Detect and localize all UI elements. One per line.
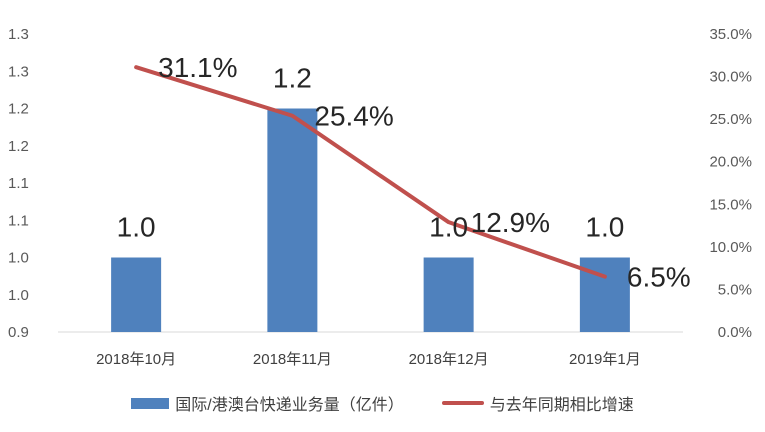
legend-line-label: 与去年同期相比增速 bbox=[489, 397, 634, 414]
bar-data-label: 1.0 bbox=[585, 212, 624, 243]
x-axis-ticks: 2018年10月 2018年11月 2018年12月 2019年1月 bbox=[96, 351, 641, 368]
left-tick-label: 1.3 bbox=[8, 26, 29, 43]
left-axis-ticks: 0.9 1.0 1.0 1.1 1.1 1.2 1.2 1.3 1.3 bbox=[8, 26, 29, 341]
bar-data-label: 1.0 bbox=[429, 212, 468, 243]
left-tick-label: 1.2 bbox=[8, 101, 29, 118]
line-data-labels: 31.1% 25.4% 12.9% 6.5% bbox=[158, 52, 691, 292]
legend-line-swatch bbox=[441, 401, 484, 405]
left-tick-label: 1.1 bbox=[8, 212, 29, 229]
left-tick-label: 1.0 bbox=[8, 250, 29, 267]
right-tick-label: 5.0% bbox=[718, 281, 752, 298]
x-tick-label: 2018年10月 bbox=[96, 351, 176, 368]
growth-line bbox=[134, 65, 607, 279]
line-series bbox=[134, 65, 607, 279]
left-tick-label: 1.1 bbox=[8, 175, 29, 192]
legend-bar-swatch bbox=[131, 397, 170, 409]
legend-item-bar[interactable]: 国际/港澳台快递业务量（亿件） bbox=[131, 391, 404, 415]
x-tick-label: 2018年12月 bbox=[409, 351, 489, 368]
left-tick-label: 1.2 bbox=[8, 138, 29, 155]
bar bbox=[423, 257, 474, 332]
right-tick-label: 30.0% bbox=[709, 69, 752, 86]
bar-series bbox=[111, 108, 630, 332]
right-tick-label: 20.0% bbox=[709, 154, 752, 171]
left-tick-label: 0.9 bbox=[8, 324, 29, 341]
right-tick-label: 10.0% bbox=[709, 239, 752, 256]
legend-item-line[interactable]: 与去年同期相比增速 bbox=[441, 391, 634, 415]
x-tick-label: 2019年1月 bbox=[569, 351, 641, 368]
line-data-label: 12.9% bbox=[471, 207, 550, 238]
right-tick-label: 35.0% bbox=[709, 26, 752, 43]
left-tick-label: 1.0 bbox=[8, 287, 29, 304]
right-tick-label: 15.0% bbox=[709, 196, 752, 213]
right-tick-label: 0.0% bbox=[718, 324, 752, 341]
line-data-label: 25.4% bbox=[314, 101, 393, 132]
legend: 国际/港澳台快递业务量（亿件） 与去年同期相比增速 bbox=[0, 388, 765, 418]
bar-data-label: 1.0 bbox=[117, 212, 156, 243]
right-axis-ticks: 0.0% 5.0% 10.0% 15.0% 20.0% 25.0% 30.0% 35.0% bbox=[709, 26, 752, 341]
left-tick-label: 1.3 bbox=[8, 63, 29, 80]
bar bbox=[267, 108, 318, 332]
right-tick-label: 25.0% bbox=[709, 111, 752, 128]
line-data-label: 31.1% bbox=[158, 52, 237, 83]
bar bbox=[111, 257, 162, 332]
bar-data-label: 1.2 bbox=[273, 63, 312, 94]
line-data-label: 6.5% bbox=[627, 262, 691, 293]
bar-data-labels: 1.0 1.2 1.0 1.0 bbox=[117, 63, 625, 243]
legend-bar-label: 国际/港澳台快递业务量（亿件） bbox=[175, 397, 404, 414]
x-tick-label: 2018年11月 bbox=[253, 351, 332, 368]
